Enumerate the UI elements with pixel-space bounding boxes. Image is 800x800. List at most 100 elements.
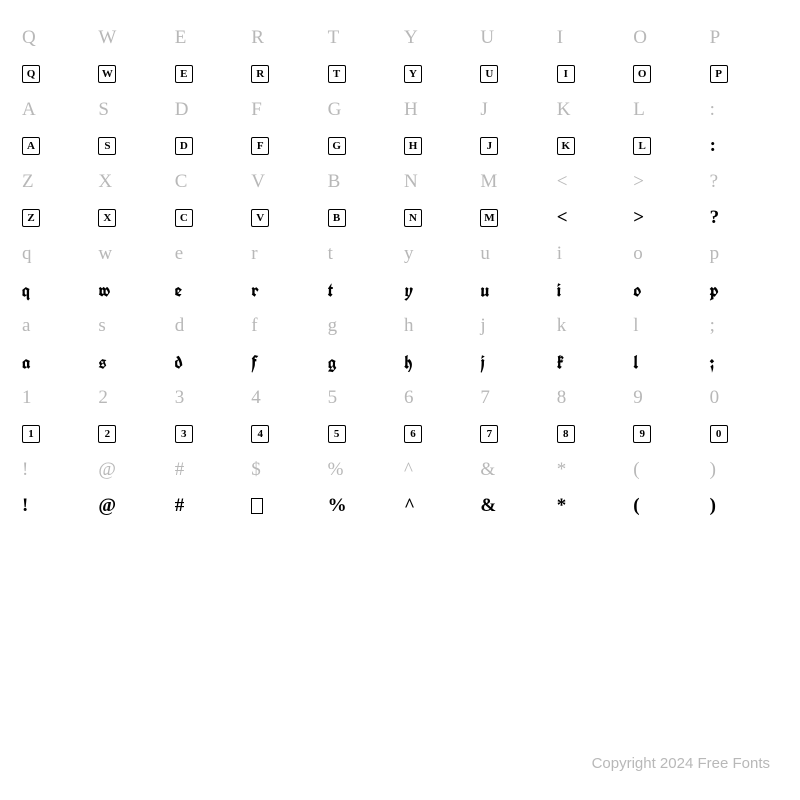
glyph-char-boxed: 5 <box>324 416 400 452</box>
glyph-char-boxed: I <box>553 56 629 92</box>
boxed-glyph: F <box>251 137 269 155</box>
glyph-char-boxed: O <box>629 56 705 92</box>
glyph-char-boxed: T <box>324 56 400 92</box>
glyph-char: @ <box>94 488 170 524</box>
reference-char: o <box>629 236 705 272</box>
glyph-char: : <box>706 128 782 164</box>
reference-char: r <box>247 236 323 272</box>
reference-char: ; <box>706 308 782 344</box>
glyph-char: L <box>629 128 705 164</box>
glyph-char-boxed: 1 <box>18 416 94 452</box>
reference-char: d <box>171 308 247 344</box>
reference-char: I <box>553 20 629 56</box>
glyph-char-boxed: W <box>94 56 170 92</box>
glyph-char: l <box>629 344 705 380</box>
character-grid: QWERTYUIOPQWERTYUIOPASDFGHJKL:ASDFGHJKL:… <box>0 0 800 524</box>
boxed-glyph: W <box>98 65 116 83</box>
reference-char: p <box>706 236 782 272</box>
glyph-char: j <box>476 344 552 380</box>
glyph-char-boxed: 6 <box>400 416 476 452</box>
reference-char: y <box>400 236 476 272</box>
reference-char: e <box>171 236 247 272</box>
reference-char: D <box>171 92 247 128</box>
boxed-glyph: Z <box>22 209 40 227</box>
glyph-char <box>247 488 323 524</box>
glyph-char: k <box>553 344 629 380</box>
glyph-char-boxed: 4 <box>247 416 323 452</box>
glyph-char: M <box>476 200 552 236</box>
reference-char: ) <box>706 452 782 488</box>
glyph-char: o <box>629 272 705 308</box>
reference-char: ^ <box>400 452 476 488</box>
glyph-char: S <box>94 128 170 164</box>
glyph-char: f <box>247 344 323 380</box>
reference-char: 8 <box>553 380 629 416</box>
reference-char: C <box>171 164 247 200</box>
reference-char: 0 <box>706 380 782 416</box>
reference-char: ( <box>629 452 705 488</box>
boxed-glyph: H <box>404 137 422 155</box>
reference-char: T <box>324 20 400 56</box>
glyph-char: C <box>171 200 247 236</box>
reference-char: V <box>247 164 323 200</box>
boxed-glyph: X <box>98 209 116 227</box>
reference-char: P <box>706 20 782 56</box>
boxed-glyph: 6 <box>404 425 422 443</box>
glyph-char-boxed: Q <box>18 56 94 92</box>
reference-char: 9 <box>629 380 705 416</box>
reference-char: * <box>553 452 629 488</box>
reference-char: : <box>706 92 782 128</box>
glyph-char-boxed: 9 <box>629 416 705 452</box>
reference-char: g <box>324 308 400 344</box>
reference-char: q <box>18 236 94 272</box>
boxed-glyph: E <box>175 65 193 83</box>
reference-char: ? <box>706 164 782 200</box>
reference-char: 4 <box>247 380 323 416</box>
boxed-glyph: B <box>328 209 346 227</box>
boxed-glyph: G <box>328 137 346 155</box>
glyph-char: * <box>553 488 629 524</box>
boxed-glyph: U <box>480 65 498 83</box>
reference-char: & <box>476 452 552 488</box>
glyph-char: d <box>171 344 247 380</box>
boxed-glyph: 3 <box>175 425 193 443</box>
reference-char: 1 <box>18 380 94 416</box>
reference-char: i <box>553 236 629 272</box>
glyph-char: V <box>247 200 323 236</box>
glyph-char: q <box>18 272 94 308</box>
glyph-char: ^ <box>400 488 476 524</box>
glyph-char: G <box>324 128 400 164</box>
glyph-char: A <box>18 128 94 164</box>
reference-char: Z <box>18 164 94 200</box>
glyph-char: ( <box>629 488 705 524</box>
reference-char: 7 <box>476 380 552 416</box>
boxed-glyph: 7 <box>480 425 498 443</box>
glyph-char: s <box>94 344 170 380</box>
glyph-char-boxed: U <box>476 56 552 92</box>
reference-char: S <box>94 92 170 128</box>
reference-char: N <box>400 164 476 200</box>
glyph-char-boxed: P <box>706 56 782 92</box>
reference-char: B <box>324 164 400 200</box>
glyph-char: w <box>94 272 170 308</box>
reference-char: j <box>476 308 552 344</box>
boxed-glyph: 9 <box>633 425 651 443</box>
reference-char: K <box>553 92 629 128</box>
glyph-char: D <box>171 128 247 164</box>
glyph-char: Z <box>18 200 94 236</box>
reference-char: G <box>324 92 400 128</box>
glyph-char: H <box>400 128 476 164</box>
boxed-glyph: J <box>480 137 498 155</box>
glyph-char: h <box>400 344 476 380</box>
reference-char: @ <box>94 452 170 488</box>
glyph-char: ; <box>706 344 782 380</box>
boxed-glyph: S <box>98 137 116 155</box>
boxed-glyph: N <box>404 209 422 227</box>
reference-char: 5 <box>324 380 400 416</box>
reference-char: H <box>400 92 476 128</box>
boxed-glyph: D <box>175 137 193 155</box>
glyph-char-boxed: 3 <box>171 416 247 452</box>
reference-char: L <box>629 92 705 128</box>
boxed-glyph: P <box>710 65 728 83</box>
boxed-glyph: 4 <box>251 425 269 443</box>
